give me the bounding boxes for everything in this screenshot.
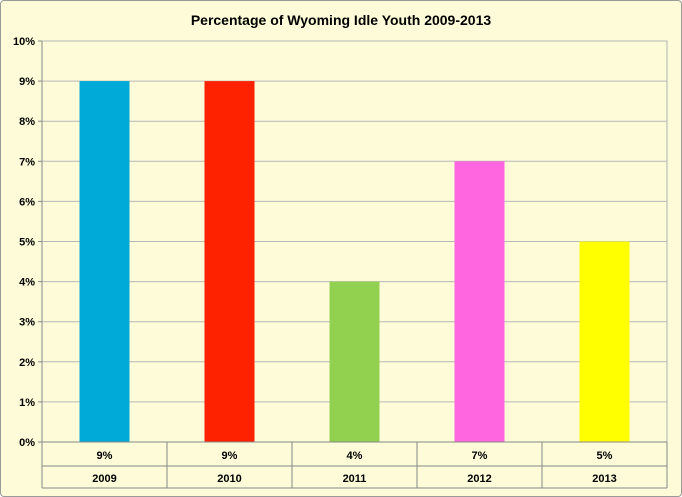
bar-2012 <box>454 161 505 443</box>
bar-2009 <box>79 81 130 442</box>
y-tick-label: 0% <box>19 437 35 449</box>
data-label: 7% <box>472 450 488 462</box>
y-tick-label: 6% <box>19 196 35 208</box>
y-tick-label: 1% <box>19 397 35 409</box>
bar-2013 <box>579 241 630 442</box>
x-tick-label: 2013 <box>592 473 616 485</box>
data-label: 9% <box>222 450 238 462</box>
data-label: 5% <box>597 450 613 462</box>
y-tick-label: 3% <box>19 317 35 329</box>
y-tick-label: 9% <box>19 76 35 88</box>
y-tick-label: 10% <box>13 36 35 48</box>
x-tick-label: 2009 <box>92 473 116 485</box>
y-tick-label: 7% <box>19 156 35 168</box>
x-tick-label: 2010 <box>217 473 241 485</box>
data-label: 9% <box>97 450 113 462</box>
data-label: 4% <box>347 450 363 462</box>
data-table: 9% 2009 9% 2010 4% 2011 7% 2012 5% 2013 <box>41 441 668 489</box>
x-tick-label: 2011 <box>343 473 367 485</box>
y-tick-label: 2% <box>19 357 35 369</box>
chart-title: Percentage of Wyoming Idle Youth 2009-20… <box>190 12 492 28</box>
bars <box>79 81 630 443</box>
y-tick-label: 4% <box>19 277 35 289</box>
y-axis: 0% 1% 2% 3% 4% 5% 6% 7% 8% 9% 10% <box>13 36 43 488</box>
bar-2010 <box>204 81 255 442</box>
x-tick-label: 2012 <box>467 473 491 485</box>
y-tick-label: 5% <box>19 237 35 249</box>
gridlines <box>41 40 668 443</box>
y-tick-label: 8% <box>19 116 35 128</box>
bar-2011 <box>329 281 380 442</box>
